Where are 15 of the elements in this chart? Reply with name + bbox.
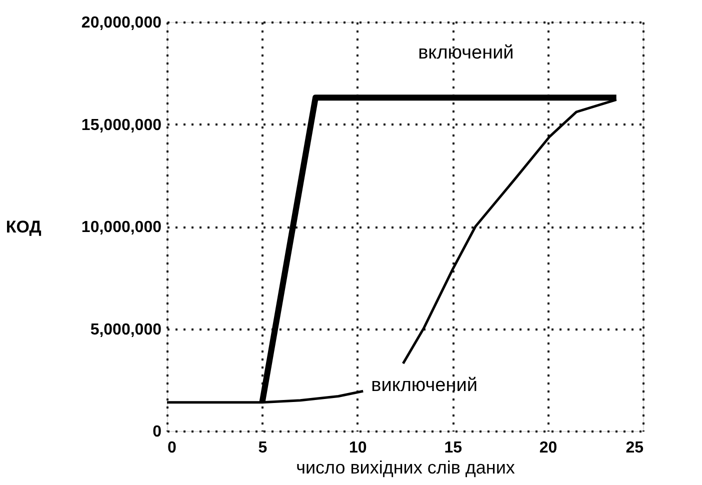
x-tick-label: 10 [349,440,367,456]
y-tick-label: 15,000,000 [81,116,162,134]
series-label: включений [418,42,514,64]
x-axis-title: число вихідних слів даних [296,458,515,478]
y-axis-title: КОД [6,218,42,236]
y-tick-label: 0 [152,424,162,440]
series-label: виключений [371,375,478,396]
y-tick-label: 10,000,000 [81,219,162,236]
x-tick-label: 20 [539,440,558,456]
x-tick-label: 0 [168,440,176,456]
y-tick-label: 20,000,000 [81,14,162,32]
x-tick-label: 25 [626,440,644,456]
x-tick-label: 15 [444,440,462,456]
x-tick-label: 5 [258,440,268,456]
y-tick-label: 5,000,000 [90,321,162,338]
